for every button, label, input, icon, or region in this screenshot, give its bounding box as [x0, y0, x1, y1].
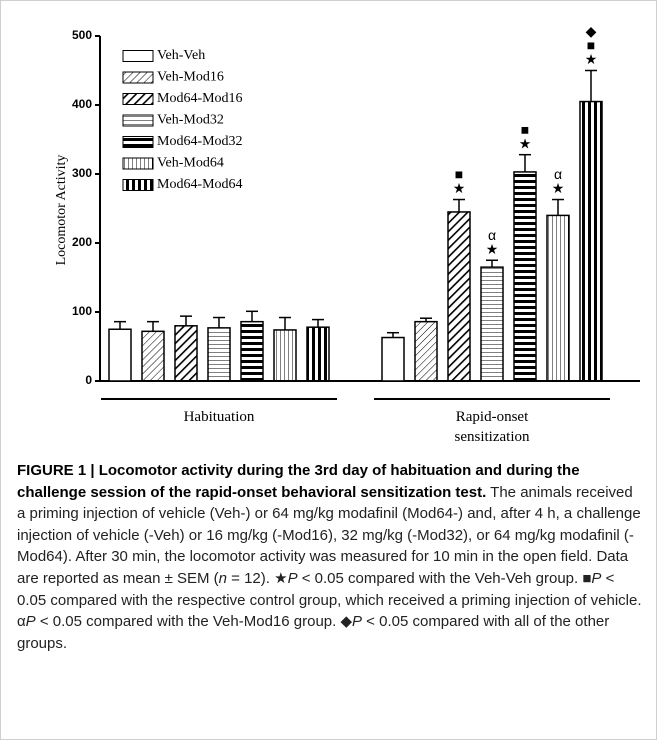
legend-swatch — [122, 93, 154, 105]
legend-label: Mod64-Mod32 — [157, 134, 243, 149]
legend-swatch — [122, 157, 154, 170]
significance-marker: ★ — [552, 180, 565, 196]
bar — [480, 266, 504, 382]
bar — [273, 329, 297, 382]
caption-text: FIGURE 1 | Locomotor activity during the… — [17, 462, 580, 501]
caption-text: P — [287, 569, 298, 587]
significance-marker: ■ — [455, 166, 463, 182]
bar — [306, 326, 330, 382]
significance-marker: α — [554, 166, 562, 182]
significance-marker: ★ — [519, 135, 532, 151]
significance-marker: ■ — [521, 121, 529, 137]
bar — [513, 171, 537, 382]
significance-marker: ■ — [587, 37, 595, 53]
bar — [141, 330, 165, 382]
bar — [447, 211, 471, 382]
caption-text: = 12). ★ — [227, 569, 288, 587]
y-tick-label: 500 — [72, 28, 92, 42]
y-tick-label: 400 — [72, 97, 92, 111]
significance-marker: ★ — [585, 51, 598, 67]
bar — [108, 328, 132, 382]
bar — [240, 320, 264, 382]
caption-text: P — [591, 569, 602, 587]
legend-label: Veh-Mod16 — [157, 70, 224, 85]
significance-marker: ◆ — [586, 23, 597, 39]
caption-text: < 0.05 compared with the respective cont… — [17, 569, 642, 631]
bar — [207, 327, 231, 382]
caption-text: < 0.05 compared with all of the other gr… — [17, 613, 610, 652]
caption-text: n — [218, 569, 227, 587]
caption: FIGURE 1 | Locomotor activity during the… — [17, 460, 642, 654]
y-tick-label: 0 — [85, 373, 92, 387]
bar — [546, 214, 570, 382]
bar — [579, 100, 603, 382]
legend-label: Mod64-Mod64 — [157, 177, 243, 192]
category-label: Habituation — [183, 409, 255, 425]
legend-swatch — [122, 136, 154, 148]
significance-marker: ★ — [486, 241, 499, 257]
caption-text: < 0.05 compared with the Veh-Veh group. … — [297, 569, 592, 587]
legend-label: Mod64-Mod16 — [157, 91, 243, 106]
y-axis-label: Locomotor Activity — [54, 155, 69, 266]
legend-label: Veh-Veh — [157, 48, 205, 63]
category-label: Rapid-onset sensitization — [454, 409, 530, 445]
significance-marker: α — [488, 227, 496, 243]
bar — [381, 336, 405, 382]
legend-swatch — [122, 50, 154, 62]
bar — [174, 325, 198, 382]
caption-text: The animals received a priming injection… — [17, 483, 641, 587]
legend-label: Veh-Mod32 — [157, 113, 224, 128]
significance-marker: ★ — [453, 180, 466, 196]
bar — [414, 320, 438, 382]
legend-swatch — [122, 114, 154, 127]
caption-text: P — [352, 613, 363, 631]
legend-swatch — [122, 179, 154, 191]
caption-text: < 0.05 compared with the Veh-Mod16 group… — [35, 613, 352, 631]
legend-swatch — [122, 71, 154, 84]
y-tick-label: 200 — [72, 235, 92, 249]
legend-label: Veh-Mod64 — [157, 156, 224, 171]
chart: Locomotor Activity 0 100 200 300 400 500 Veh-V… — [54, 23, 640, 400]
y-tick-label: 100 — [72, 304, 92, 318]
caption-text: P — [25, 613, 36, 631]
y-tick-label: 300 — [72, 166, 92, 180]
